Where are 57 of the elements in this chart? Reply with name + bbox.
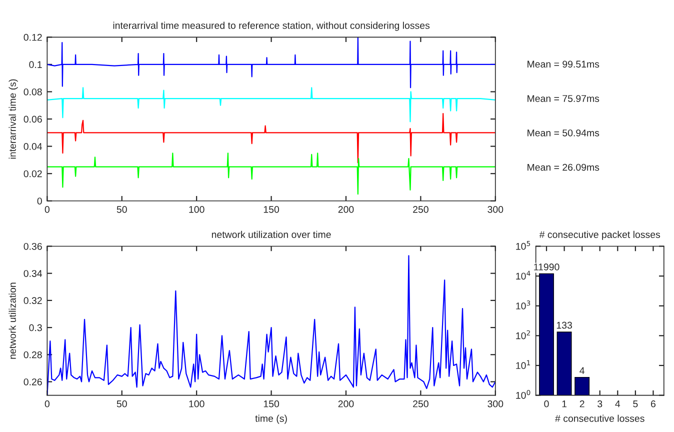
y-tick-label: 0 xyxy=(37,198,42,204)
y-tick-label: 0.08 xyxy=(24,88,42,96)
x-tick-label: 2 xyxy=(580,400,584,408)
x-tick-label: 50 xyxy=(116,206,127,213)
text: Mean = 26.09ms xyxy=(528,164,600,171)
y-tick-label: 10$^{5}$ xyxy=(516,241,530,250)
data-label: 133 xyxy=(556,322,572,329)
y-axis-title: network utilization xyxy=(8,282,16,359)
x-tick-label: 5 xyxy=(633,400,638,408)
x-tick-label: 1 xyxy=(562,400,567,408)
x-tick-label: 100 xyxy=(189,206,204,213)
x-tick-label: 6 xyxy=(651,400,656,408)
y-tick-label: 10$^{2}$ xyxy=(516,330,530,340)
y-tick-label: 0.1 xyxy=(29,61,42,68)
y-tick-label: 0.3 xyxy=(29,324,42,332)
x-tick-label: 250 xyxy=(413,400,428,408)
text: Mean = 75.97ms xyxy=(528,95,600,102)
y-tick-label: 10$^{0}$ xyxy=(516,390,530,399)
y-tick-label: 0.36 xyxy=(24,242,42,250)
line-series xyxy=(47,113,496,164)
x-tick-label: 200 xyxy=(338,400,354,408)
y-tick-label: 10$^{1}$ xyxy=(516,360,530,370)
text: Mean = 50.94ms xyxy=(528,129,600,136)
data-label: 4 xyxy=(580,367,584,374)
x-tick-label: 0 xyxy=(544,400,549,408)
chart-title: # consecutive packet losses xyxy=(539,230,660,240)
x-tick-label: 4 xyxy=(615,400,620,408)
x-tick-label: 100 xyxy=(189,400,204,408)
x-tick-label: 0 xyxy=(44,206,50,213)
y-tick-label: 10$^{4}$ xyxy=(516,270,530,280)
x-tick-label: 3 xyxy=(598,400,602,408)
x-tick-label: 50 xyxy=(116,400,127,408)
x-tick-label: 200 xyxy=(338,206,354,213)
y-tick-label: 0.34 xyxy=(24,270,42,277)
text: Mean = 99.51ms xyxy=(528,60,600,68)
chart-title: network utilization over time xyxy=(212,230,331,238)
y-tick-label: 10$^{3}$ xyxy=(516,300,530,310)
x-tick-label: 300 xyxy=(488,206,504,213)
line-series xyxy=(47,152,496,195)
x-axis-title: time (s) xyxy=(255,414,287,424)
x-tick-label: 150 xyxy=(264,400,280,408)
y-tick-label: 0.32 xyxy=(24,297,42,304)
y-tick-label: 0.28 xyxy=(24,351,42,358)
x-tick-label: 0 xyxy=(44,400,50,408)
x-tick-label: 250 xyxy=(413,206,428,213)
y-tick-label: 0.02 xyxy=(24,170,42,178)
y-tick-label: 0.26 xyxy=(24,378,42,386)
x-tick-label: 150 xyxy=(264,206,280,213)
line-series xyxy=(47,87,496,122)
y-tick-label: 0.04 xyxy=(24,143,42,150)
chart-title: interarrival time measured to reference station, without considering losses xyxy=(113,22,430,31)
y-tick-label: 0.06 xyxy=(24,116,42,123)
y-axis-title: interarrival time (s) xyxy=(8,79,18,159)
x-tick-label: 300 xyxy=(488,400,504,408)
data-label: 11990 xyxy=(534,264,560,270)
x-axis-title: # consecutive losses xyxy=(555,414,644,422)
y-tick-label: 0.12 xyxy=(24,34,42,41)
